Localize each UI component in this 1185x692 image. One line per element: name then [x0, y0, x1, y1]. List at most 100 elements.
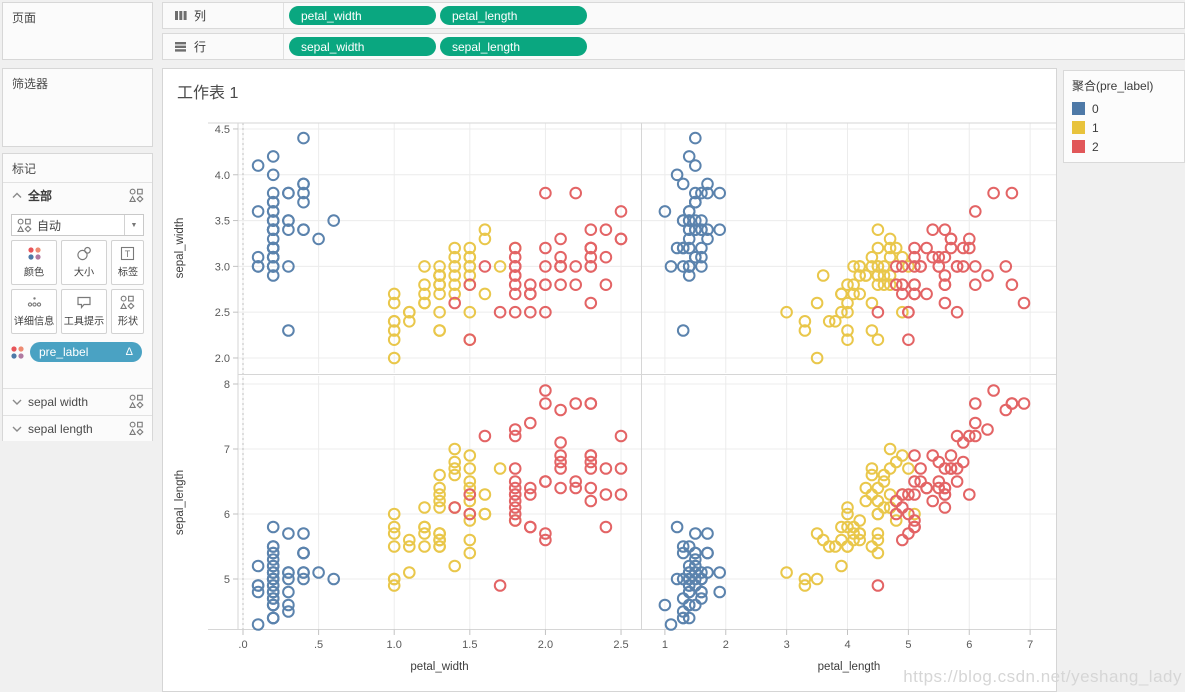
data-point[interactable] [493, 462, 507, 475]
data-point[interactable] [403, 566, 416, 579]
data-point[interactable] [387, 579, 401, 592]
data-point[interactable] [524, 481, 537, 495]
data-point[interactable] [584, 397, 598, 410]
data-point[interactable] [695, 214, 708, 227]
data-point[interactable] [1005, 397, 1019, 410]
data-point[interactable] [554, 481, 567, 495]
data-point[interactable] [682, 232, 696, 246]
data-point[interactable] [448, 269, 462, 282]
data-point[interactable] [463, 260, 477, 273]
data-point[interactable] [670, 168, 684, 182]
data-point[interactable] [896, 278, 909, 291]
data-point[interactable] [865, 324, 879, 337]
data-point[interactable] [539, 384, 552, 397]
data-point[interactable] [865, 488, 879, 501]
data-point[interactable] [448, 462, 462, 475]
data-point[interactable] [902, 488, 915, 501]
data-point[interactable] [493, 579, 507, 592]
data-point[interactable] [877, 501, 891, 514]
data-point[interactable] [780, 305, 793, 319]
data-point[interactable] [463, 494, 477, 508]
data-point[interactable] [403, 305, 416, 319]
data-point[interactable] [877, 468, 891, 482]
data-point[interactable] [877, 269, 891, 282]
detail-dots-button[interactable]: 详细信息 [11, 289, 57, 334]
data-point[interactable] [463, 333, 477, 347]
data-point[interactable] [859, 494, 873, 508]
data-point[interactable] [524, 520, 537, 534]
data-point[interactable] [835, 533, 848, 547]
data-point[interactable] [871, 333, 885, 347]
data-point[interactable] [944, 232, 958, 246]
data-point[interactable] [282, 324, 295, 337]
data-point[interactable] [614, 429, 628, 443]
data-point[interactable] [963, 241, 976, 255]
data-point[interactable] [689, 527, 702, 540]
data-point[interactable] [282, 186, 295, 200]
data-point[interactable] [508, 278, 522, 291]
data-point[interactable] [695, 585, 708, 599]
data-point[interactable] [841, 507, 854, 521]
data-point[interactable] [883, 250, 897, 264]
data-point[interactable] [871, 494, 885, 508]
data-point[interactable] [554, 455, 567, 469]
data-point[interactable] [865, 540, 879, 553]
data-point[interactable] [938, 488, 952, 501]
data-point[interactable] [539, 397, 552, 410]
data-point[interactable] [853, 527, 867, 540]
data-point[interactable] [584, 296, 598, 310]
data-point[interactable] [969, 260, 982, 273]
data-point[interactable] [701, 186, 714, 200]
data-point[interactable] [569, 481, 583, 495]
data-point[interactable] [908, 475, 921, 488]
data-point[interactable] [981, 269, 994, 282]
data-point[interactable] [938, 250, 952, 264]
data-point[interactable] [920, 241, 933, 255]
data-point[interactable] [847, 260, 860, 273]
data-point[interactable] [569, 186, 583, 200]
data-point[interactable] [599, 520, 613, 534]
data-point[interactable] [926, 250, 940, 264]
data-point[interactable] [282, 214, 295, 227]
legend-item-1[interactable]: 1 [1064, 118, 1184, 137]
data-point[interactable] [689, 186, 702, 200]
data-point[interactable] [251, 585, 265, 599]
data-point[interactable] [896, 501, 909, 514]
data-point[interactable] [387, 520, 401, 534]
data-point[interactable] [508, 501, 522, 514]
data-point[interactable] [981, 423, 994, 436]
data-point[interactable] [539, 305, 552, 319]
data-point[interactable] [297, 186, 310, 200]
data-point[interactable] [841, 501, 854, 514]
data-point[interactable] [433, 488, 446, 501]
data-point[interactable] [932, 260, 946, 273]
data-point[interactable] [841, 540, 854, 553]
data-point[interactable] [920, 287, 933, 301]
data-point[interactable] [676, 241, 690, 255]
data-point[interactable] [433, 287, 446, 301]
data-point[interactable] [448, 241, 462, 255]
data-point[interactable] [676, 611, 690, 625]
data-point[interactable] [889, 260, 903, 273]
data-point[interactable] [670, 520, 684, 534]
data-point[interactable] [835, 287, 848, 301]
data-point[interactable] [297, 546, 310, 560]
data-point[interactable] [816, 269, 830, 282]
data-point[interactable] [926, 494, 940, 508]
data-point[interactable] [883, 241, 897, 255]
data-point[interactable] [847, 527, 860, 540]
data-point[interactable] [282, 605, 295, 618]
data-point[interactable] [658, 598, 672, 612]
data-point[interactable] [418, 520, 431, 534]
data-point[interactable] [266, 598, 280, 612]
data-point[interactable] [664, 260, 678, 273]
data-point[interactable] [701, 177, 714, 191]
data-point[interactable] [478, 507, 492, 521]
data-point[interactable] [889, 507, 903, 521]
data-point[interactable] [433, 305, 446, 319]
data-point[interactable] [798, 324, 812, 337]
data-point[interactable] [865, 468, 879, 482]
filters-shelf[interactable]: 筛选器 [2, 68, 153, 147]
data-point[interactable] [682, 223, 696, 236]
data-point[interactable] [508, 514, 522, 527]
